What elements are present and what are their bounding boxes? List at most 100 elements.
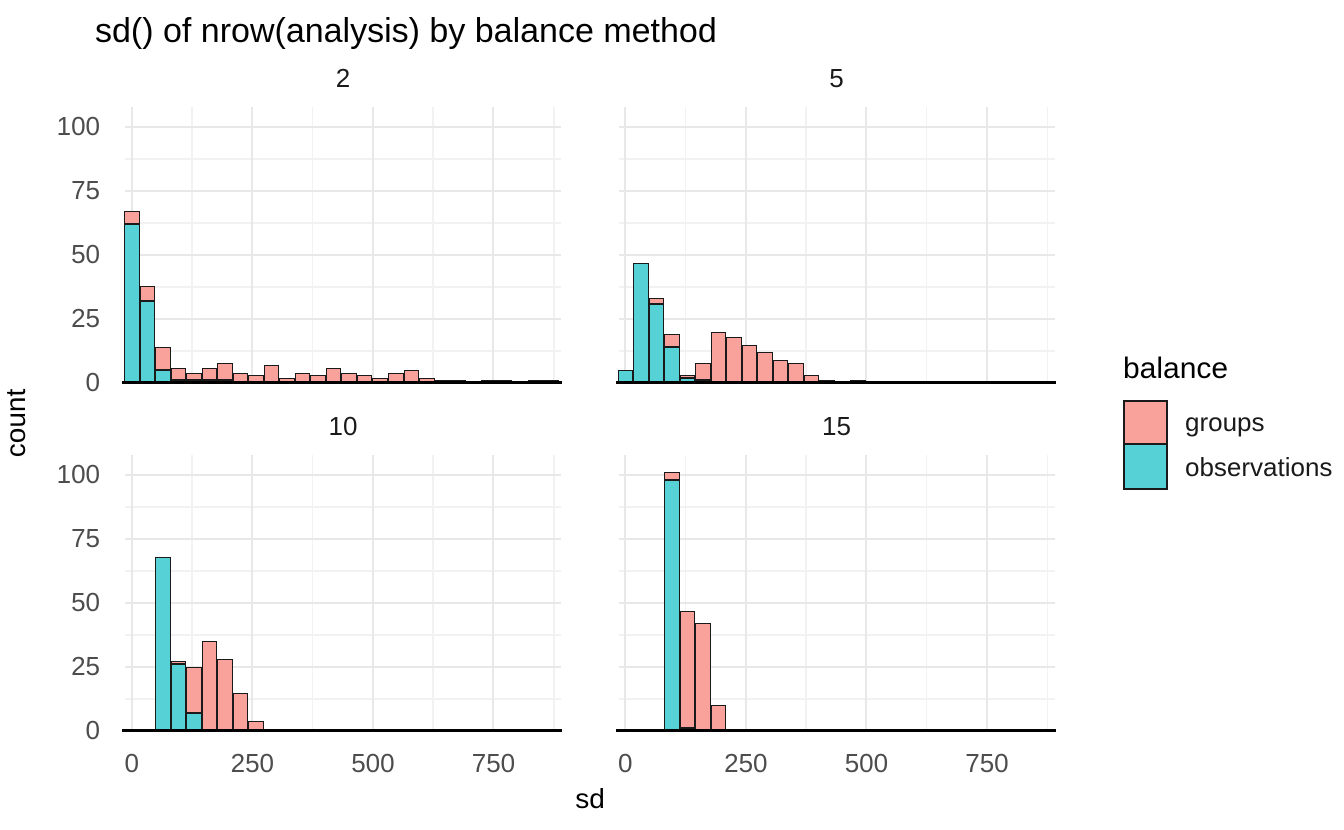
histogram-bar-observations — [139, 301, 156, 383]
gridline-x-major — [985, 107, 988, 383]
histogram-bar-groups — [664, 472, 680, 480]
histogram-bar-observations — [633, 262, 649, 383]
gridline-x-major — [251, 455, 254, 731]
histogram-bar-groups — [772, 359, 789, 383]
gridline-y-major — [618, 473, 1055, 476]
histogram-bar-groups — [648, 298, 665, 304]
gridline-y-major — [125, 253, 561, 256]
gridline-y-minor — [125, 222, 561, 224]
plot-title: sd() of nrow(analysis) by balance method — [95, 12, 717, 50]
gridline-x-major — [251, 107, 254, 383]
gridline-x-minor — [553, 107, 555, 383]
gridline-x-major — [492, 107, 495, 383]
legend-key-observations: observations — [1123, 445, 1332, 490]
gridline-x-major — [985, 455, 988, 731]
gridline-y-major — [125, 665, 561, 668]
gridline-x-minor — [1046, 455, 1048, 731]
histogram-bar-groups — [155, 347, 171, 371]
facet-panel — [615, 107, 1056, 384]
gridline-x-minor — [805, 455, 807, 731]
histogram-bar-groups — [695, 362, 711, 381]
y-tick-label: 50 — [71, 586, 100, 617]
gridline-y-minor — [125, 570, 561, 572]
gridline-x-major — [744, 455, 747, 731]
gridline-x-minor — [805, 107, 807, 383]
gridline-y-major — [125, 125, 561, 128]
facet-panel — [122, 107, 562, 384]
gridline-y-minor — [618, 158, 1055, 160]
gridline-x-minor — [925, 455, 928, 731]
gridline-x-major — [624, 455, 627, 731]
histogram-bar-groups — [124, 211, 140, 225]
y-tick-label: 75 — [71, 522, 100, 553]
histogram-bar-groups — [201, 641, 218, 731]
gridline-x-major — [744, 107, 747, 383]
gridline-y-minor — [125, 634, 561, 636]
histogram-bar-groups — [788, 362, 804, 383]
x-axis-line — [122, 729, 562, 732]
gridline-x-minor — [432, 455, 434, 731]
histogram-bar-groups — [695, 623, 711, 731]
x-axis-line — [615, 381, 1056, 384]
y-tick-label: 100 — [56, 458, 100, 489]
y-tick-label: 0 — [85, 715, 100, 745]
facet-strip-label: 2 — [335, 63, 351, 93]
gridline-x-minor — [432, 107, 434, 383]
histogram-bar-observations — [648, 303, 665, 383]
histogram-bar-groups — [170, 367, 187, 381]
facet-strip-label: 5 — [829, 63, 844, 93]
legend: balance groups observations — [1123, 352, 1332, 490]
gridline-y-major — [618, 537, 1055, 540]
x-tick-label: 250 — [230, 748, 274, 778]
gridline-x-minor — [684, 107, 687, 383]
histogram-bar-groups — [217, 659, 233, 731]
legend-title: balance — [1123, 352, 1229, 385]
gridline-y-major — [125, 537, 561, 540]
histogram-bar-groups — [726, 336, 742, 383]
y-tick-label: 0 — [85, 367, 100, 397]
gridline-y-minor — [618, 350, 1055, 352]
legend-label-groups: groups — [1185, 407, 1265, 437]
facet-strip-label: 15 — [822, 411, 851, 441]
gridline-y-minor — [125, 350, 561, 352]
x-tick-label: 750 — [471, 748, 516, 778]
gridline-y-major — [618, 665, 1055, 668]
gridline-x-major — [371, 455, 374, 731]
gridline-y-minor — [618, 506, 1055, 508]
gridline-y-major — [618, 125, 1055, 128]
gridline-y-major — [618, 189, 1055, 192]
gridline-y-minor — [618, 634, 1055, 636]
x-tick-label: 0 — [618, 748, 633, 778]
x-tick-label: 500 — [844, 748, 889, 778]
gridline-y-major — [125, 317, 561, 320]
gridline-y-major — [618, 317, 1055, 320]
histogram-bar-groups — [201, 367, 218, 381]
gridline-y-minor — [618, 698, 1055, 700]
gridline-x-minor — [553, 455, 555, 731]
gridline-y-minor — [618, 222, 1055, 224]
y-tick-label: 50 — [71, 238, 100, 269]
histogram-bar-groups — [170, 661, 187, 665]
gridline-x-major — [624, 107, 627, 383]
histogram-bar-groups — [757, 352, 773, 383]
histogram-bar-observations — [664, 347, 680, 383]
x-axis-title: sd — [575, 783, 605, 814]
observations-swatch — [1123, 445, 1168, 490]
histogram-bar-observations — [124, 224, 140, 383]
gridline-y-major — [125, 601, 561, 604]
gridline-x-minor — [191, 107, 193, 383]
histogram-bar-groups — [710, 705, 727, 731]
legend-label-observations: observations — [1185, 452, 1333, 482]
facet-panel — [122, 455, 562, 732]
histogram-bar-groups — [186, 666, 202, 714]
y-tick-label: 25 — [71, 302, 100, 333]
gridline-y-minor — [618, 286, 1055, 288]
x-axis-line — [122, 381, 562, 384]
histogram-bar-groups — [741, 344, 758, 383]
y-axis-title: count — [0, 388, 31, 458]
gridline-y-minor — [125, 158, 561, 160]
gridline-y-major — [125, 189, 561, 192]
gridline-x-minor — [1046, 107, 1048, 383]
histogram-bar-groups — [679, 374, 696, 378]
gridline-x-major — [371, 107, 374, 383]
